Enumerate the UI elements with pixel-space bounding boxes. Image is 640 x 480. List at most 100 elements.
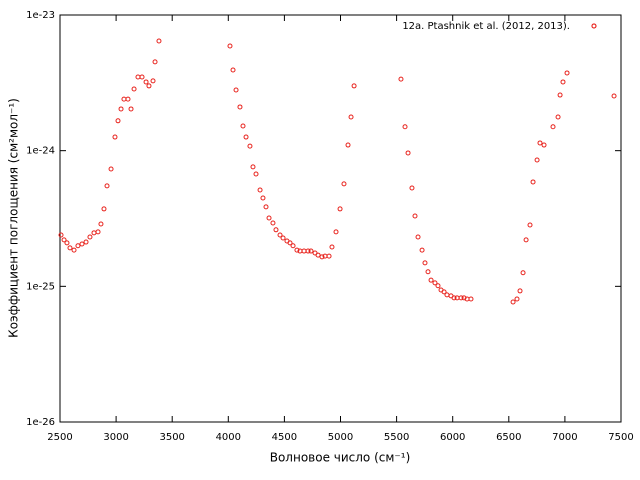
data-point — [432, 280, 438, 286]
data-point — [333, 229, 339, 235]
data-point — [135, 74, 141, 80]
data-point — [277, 232, 283, 238]
x-tick-label: 5500 — [384, 432, 409, 443]
data-point — [422, 260, 428, 266]
data-point — [83, 239, 89, 245]
data-point — [510, 299, 516, 305]
data-point — [468, 296, 474, 302]
data-point — [230, 67, 236, 73]
data-point — [121, 96, 127, 102]
data-point — [451, 295, 457, 301]
data-point — [58, 232, 64, 238]
data-point — [319, 254, 325, 260]
data-point — [118, 106, 124, 112]
data-point — [75, 243, 81, 249]
x-axis-title: Волновое число (см⁻¹) — [270, 451, 411, 465]
data-point — [308, 248, 314, 254]
data-point — [351, 83, 357, 89]
x-tick-label: 3000 — [103, 432, 128, 443]
data-point — [428, 277, 434, 283]
legend-marker — [591, 23, 597, 29]
data-point — [520, 270, 526, 276]
data-point — [560, 79, 566, 85]
data-point — [345, 142, 351, 148]
data-point — [253, 171, 259, 177]
data-point — [301, 248, 307, 254]
data-point — [326, 253, 332, 259]
data-point — [243, 134, 249, 140]
data-point — [131, 86, 137, 92]
x-tick-label: 7500 — [608, 432, 633, 443]
data-point — [537, 140, 543, 146]
data-point — [564, 70, 570, 76]
data-point — [91, 230, 97, 236]
data-point — [557, 92, 563, 98]
x-tick-label: 6000 — [440, 432, 465, 443]
data-point — [550, 124, 556, 130]
data-point — [67, 245, 73, 251]
data-point — [250, 164, 256, 170]
data-point — [534, 157, 540, 163]
data-point — [315, 252, 321, 258]
x-tick-label: 2500 — [47, 432, 72, 443]
data-point — [458, 295, 464, 301]
data-point — [125, 96, 131, 102]
data-point — [555, 114, 561, 120]
data-point — [128, 106, 134, 112]
data-point — [611, 93, 617, 99]
data-point — [156, 38, 162, 44]
data-point — [233, 87, 239, 93]
data-point — [98, 221, 104, 227]
data-point — [95, 229, 101, 235]
data-point — [61, 237, 67, 243]
data-point — [294, 247, 300, 253]
data-point — [444, 292, 450, 298]
data-point — [112, 134, 118, 140]
x-tick-label: 7000 — [552, 432, 577, 443]
data-point — [270, 220, 276, 226]
data-point — [329, 244, 335, 250]
data-point — [227, 43, 233, 49]
x-tick-label: 6500 — [496, 432, 521, 443]
data-point — [523, 237, 529, 243]
data-point — [415, 234, 421, 240]
data-point — [412, 213, 418, 219]
data-point — [64, 240, 70, 246]
data-point — [273, 227, 279, 233]
data-point — [139, 74, 145, 80]
data-point — [287, 240, 293, 246]
data-point — [152, 59, 158, 65]
data-point — [115, 118, 121, 124]
data-point — [541, 142, 547, 148]
data-point — [461, 295, 467, 301]
data-point — [87, 234, 93, 240]
data-point — [305, 248, 311, 254]
data-point — [104, 183, 110, 189]
y-tick-label: 1e-25 — [26, 281, 55, 292]
data-point — [266, 215, 272, 221]
x-tick-label: 5000 — [328, 432, 353, 443]
data-point — [409, 185, 415, 191]
data-point — [441, 289, 447, 295]
data-point — [101, 206, 107, 212]
data-point — [108, 166, 114, 172]
data-point — [150, 78, 156, 84]
data-point — [398, 76, 404, 82]
data-point — [260, 195, 266, 201]
data-point — [263, 204, 269, 210]
data-point — [146, 83, 152, 89]
data-point — [527, 222, 533, 228]
data-point — [425, 269, 431, 275]
y-tick-label: 1e-24 — [26, 146, 55, 157]
data-point — [240, 123, 246, 129]
data-point — [143, 79, 149, 85]
data-point — [402, 124, 408, 130]
data-point — [71, 247, 77, 253]
x-tick-label: 4500 — [272, 432, 297, 443]
x-tick-label: 3500 — [159, 432, 184, 443]
data-point — [348, 114, 354, 120]
data-point — [337, 206, 343, 212]
data-point — [79, 241, 85, 247]
data-point — [514, 296, 520, 302]
